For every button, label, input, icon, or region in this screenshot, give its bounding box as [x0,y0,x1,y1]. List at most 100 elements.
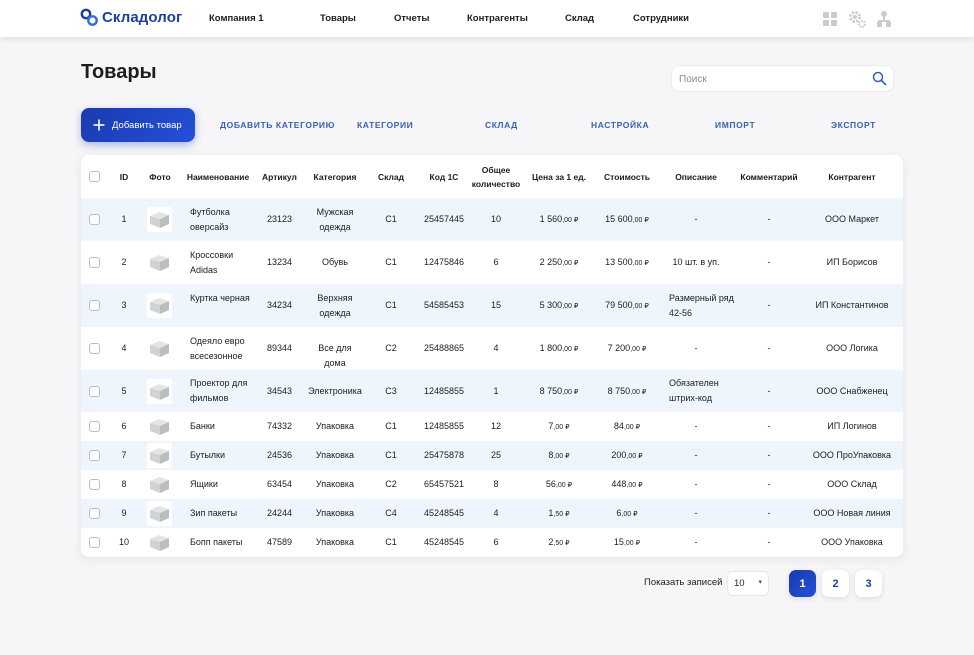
cell-comment: - [767,257,771,267]
table-row[interactable]: 10 Бопп пакеты 47589 Упаковка С1 45248545 6 - - О… [81,528,903,557]
page-size-select[interactable]: 10 ▾ [727,571,769,596]
cost-decimal: ,00 ₽ [626,453,643,460]
table-row[interactable]: 4 Одеяло евро всесезонное 89344 Все для дом… [81,327,903,370]
product-photo[interactable] [147,443,172,468]
cell-category: Упаковка [315,421,355,431]
header-warehouse[interactable]: Склад [377,172,405,182]
select-all-checkbox[interactable] [89,171,100,182]
row-checkbox[interactable] [89,421,100,432]
product-photo[interactable] [147,501,172,526]
cell-cost: 8 750,00 ₽ [597,384,657,400]
cell-price: 7,00 ₽ [524,419,594,435]
categories-link[interactable]: КАТЕГОРИИ [357,120,414,130]
header-comment[interactable]: Комментарий [740,172,798,182]
product-photo[interactable] [147,414,172,439]
header-cost[interactable]: Стоимость [604,172,650,182]
box-icon [150,212,169,228]
grid-icon[interactable] [822,11,838,27]
cell-name: Зип пакеты [190,508,238,518]
header-unit-price[interactable]: Цена за 1 ед. [531,172,587,182]
table-row[interactable]: 9 Зип пакеты 24244 Упаковка С4 45248545 4 - - ООО… [81,499,903,528]
price-integer: 2 [548,537,554,547]
table-row[interactable]: 6 Банки 74332 Упаковка С1 12485855 12 - - ИП Логи… [81,412,903,441]
cell-warehouse: С1 [385,537,397,547]
cell-article: 13234 [266,257,293,267]
header-contractor[interactable]: Контрагент [828,172,876,182]
table-row[interactable]: 1 Футболка оверсайз 23123 Мужская одежда С1 2… [81,198,903,241]
gear-icon[interactable] [847,9,867,29]
chain-link-icon [80,8,98,26]
cell-code: 25488865 [423,343,465,353]
product-photo[interactable] [147,472,172,497]
table-row[interactable]: 2 Кроссовки Adidas 13234 Обувь С1 12475846 6 10… [81,241,903,284]
import-link[interactable]: ИМПОРТ [715,120,756,130]
header-article[interactable]: Артикул [262,172,297,182]
nav-company[interactable]: Компания 1 [209,13,264,24]
cell-comment: - [767,508,771,518]
search-input[interactable] [679,72,859,86]
row-checkbox[interactable] [89,214,100,225]
app-logo[interactable]: Складолог [80,8,182,27]
cell-id: 1 [121,214,127,224]
cost-integer: 200 [611,450,627,460]
row-checkbox[interactable] [89,343,100,354]
cell-category: Все для дома [318,343,352,368]
cell-warehouse: С1 [385,257,397,267]
row-checkbox[interactable] [89,450,100,461]
product-photo[interactable] [147,293,172,318]
page-button-2[interactable]: 2 [822,570,849,597]
header-category[interactable]: Категория [313,172,357,182]
table-row[interactable]: 5 Проектор для фильмов 34543 Электроника С3 1… [81,370,903,412]
price-decimal: ,00 ₽ [562,346,579,353]
header-total-quantity[interactable]: Общее количество [471,165,521,189]
nav-reports[interactable]: Отчеты [394,13,430,24]
cost-integer: 6 [616,508,622,518]
row-checkbox[interactable] [89,386,100,397]
row-checkbox[interactable] [89,508,100,519]
add-category-link[interactable]: ДОБАВИТЬ КАТЕГОРИЮ [220,120,335,130]
cell-comment: - [767,300,771,310]
box-icon [150,384,169,400]
cell-desc: - [694,214,698,224]
cell-comment: - [767,386,771,396]
header-description[interactable]: Описание [675,172,717,182]
cell-cost: 15,00 ₽ [597,535,657,551]
cost-decimal: ,00 ₽ [632,260,649,267]
table-row[interactable]: 7 Бутылки 24536 Упаковка С1 25475878 25 - - ООО П… [81,441,903,470]
row-checkbox[interactable] [89,300,100,311]
cell-qty: 6 [493,257,499,267]
settings-link[interactable]: НАСТРОЙКА [591,120,650,130]
product-photo[interactable] [147,250,172,275]
row-checkbox[interactable] [89,257,100,268]
page-button-1[interactable]: 1 [789,570,816,597]
cell-cost: 6,00 ₽ [597,506,657,522]
cell-contractor: ООО Упаковка [821,537,883,547]
product-photo[interactable] [147,530,172,555]
search-icon[interactable] [872,71,887,86]
export-link[interactable]: ЭКСПОРТ [831,120,876,130]
cell-code: 25475878 [423,450,465,460]
cell-name: Бутылки [190,450,226,460]
nav-employees[interactable]: Сотрудники [633,13,690,24]
cost-decimal: ,00 ₽ [630,346,647,353]
cell-name: Ящики [190,479,218,489]
nav-contractors[interactable]: Контрагенты [467,13,528,24]
product-photo[interactable] [147,379,172,404]
warehouse-link[interactable]: СКЛАД [485,120,518,130]
table-row[interactable]: 3 Куртка черная 34234 Верхняя одежда С1 54585… [81,284,903,327]
org-chart-icon[interactable] [876,10,892,28]
cell-id: 9 [121,508,127,518]
page-button-3[interactable]: 3 [855,570,882,597]
table-row[interactable]: 8 Ящики 63454 Упаковка С2 65457521 8 - - ООО Скла… [81,470,903,499]
header-id[interactable]: ID [119,172,129,182]
nav-products[interactable]: Товары [320,13,356,24]
header-code-1c[interactable]: Код 1С [429,172,459,182]
add-product-button[interactable]: Добавить товар [81,108,195,142]
row-checkbox[interactable] [89,479,100,490]
nav-warehouse[interactable]: Склад [565,13,595,24]
header-name[interactable]: Наименование [186,172,250,182]
product-photo[interactable] [147,336,172,361]
cell-name: Куртка черная [190,293,250,303]
row-checkbox[interactable] [89,537,100,548]
product-photo[interactable] [147,207,172,232]
